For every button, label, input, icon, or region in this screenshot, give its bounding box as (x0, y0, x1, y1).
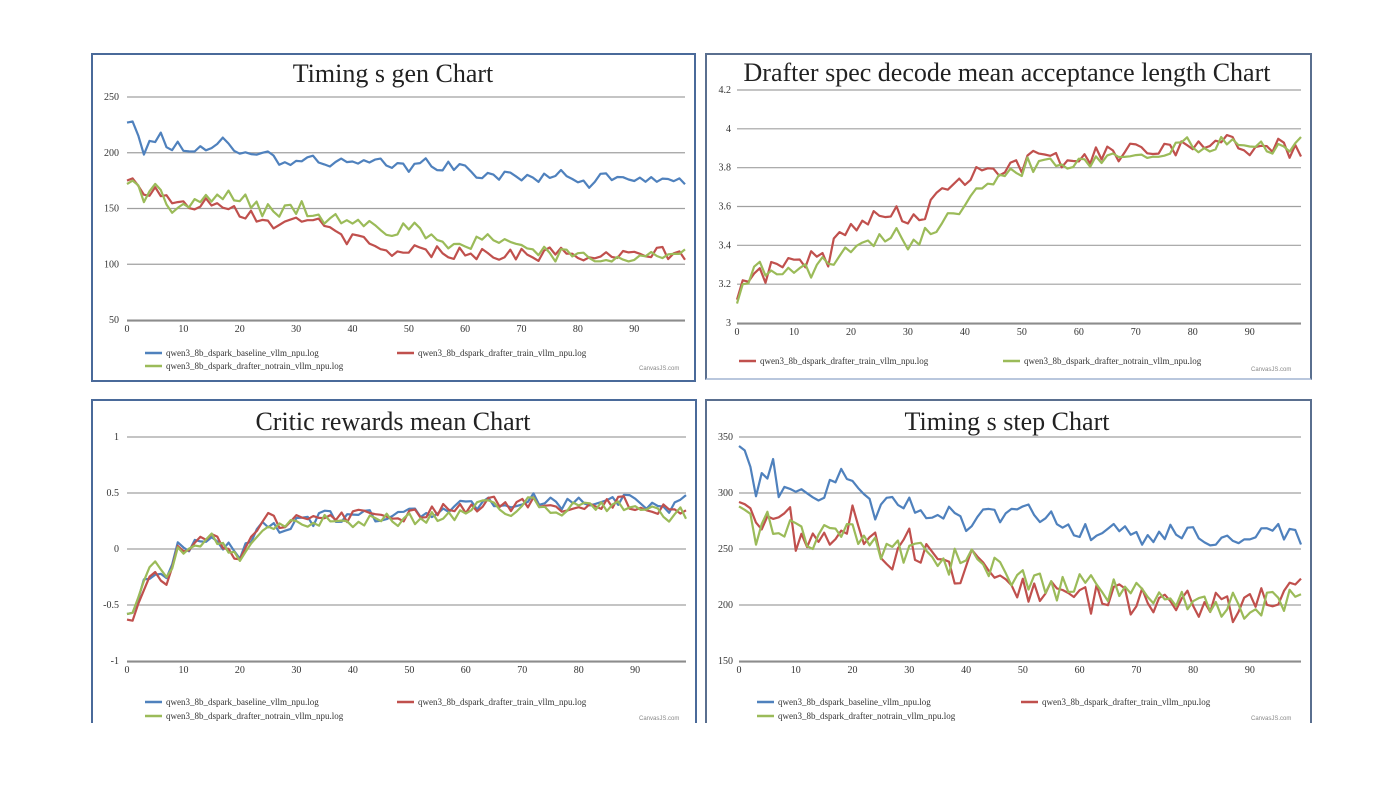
legend-label: qwen3_8b_dspark_drafter_notrain_vllm_npu… (778, 711, 956, 721)
x-tick-label: 90 (630, 665, 640, 676)
x-tick-label: 50 (404, 324, 414, 335)
x-tick-label: 50 (1018, 665, 1028, 676)
acceptance-length-chart-panel: Drafter spec decode mean acceptance leng… (705, 53, 1312, 380)
y-tick-label: 3.8 (719, 163, 732, 174)
x-tick-label: 70 (517, 324, 527, 335)
y-tick-label: 200 (718, 600, 733, 611)
y-tick-label: 3.2 (719, 279, 732, 290)
x-tick-label: 40 (961, 665, 971, 676)
timing-gen-chart-panel: Timing s gen Chart 50 100 150 200 250 0 10 20 30 4… (91, 53, 696, 382)
y-tick-label: -0.5 (103, 600, 119, 611)
x-tick-label: 40 (348, 665, 358, 676)
x-tick-label: 90 (1245, 327, 1255, 338)
series-line (738, 505, 1302, 620)
x-tick-label: 70 (1131, 327, 1141, 338)
legend-label: qwen3_8b_dspark_drafter_notrain_vllm_npu… (166, 711, 344, 721)
y-tick-label: 200 (104, 148, 119, 159)
series-line (126, 179, 686, 263)
y-tick-label: 0 (114, 544, 119, 555)
chart-title: Critic rewards mean Chart (255, 407, 531, 436)
y-tick-label: 1 (114, 432, 119, 443)
timing-step-chart-panel: Timing s step Chart 150 200 250 300 350 0 10 20 3… (705, 399, 1312, 723)
chart-svg: Timing s step Chart 150 200 250 300 350 0 10 20 3… (718, 407, 1303, 722)
y-tick-label: 50 (109, 315, 119, 326)
chart-svg: Critic rewards mean Chart-1-0.500.510 10 2… (103, 407, 687, 722)
x-tick-label: 20 (235, 665, 245, 676)
legend-label: qwen3_8b_dspark_drafter_notrain_vllm_npu… (166, 361, 344, 371)
legend-label: qwen3_8b_dspark_baseline_vllm_npu.log (166, 348, 319, 358)
y-tick-label: 100 (104, 259, 119, 270)
legend-label: qwen3_8b_dspark_drafter_train_vllm_npu.l… (760, 356, 929, 366)
y-tick-label: 150 (104, 204, 119, 215)
y-tick-label: 350 (718, 432, 733, 443)
x-tick-label: 0 (125, 665, 130, 676)
y-tick-label: 3 (726, 318, 731, 329)
x-tick-label: 0 (737, 665, 742, 676)
x-tick-label: 40 (347, 324, 357, 335)
credit-label: CanvasJS.com (1251, 716, 1291, 722)
x-tick-label: 90 (629, 324, 639, 335)
chart-svg: Timing s gen Chart 50 100 150 200 250 0 10 20 30 4… (104, 59, 686, 372)
y-tick-label: 3.6 (719, 202, 732, 213)
x-tick-label: 0 (125, 324, 130, 335)
x-tick-label: 80 (1188, 327, 1198, 338)
y-tick-label: 3.4 (719, 240, 732, 251)
x-tick-label: 70 (517, 665, 527, 676)
chart-title: Drafter spec decode mean acceptance leng… (744, 58, 1272, 87)
x-tick-label: 70 (1131, 665, 1141, 676)
x-tick-label: 60 (461, 665, 471, 676)
y-tick-label: 4.2 (719, 85, 732, 96)
x-tick-label: 90 (1245, 665, 1255, 676)
x-tick-label: 60 (1074, 327, 1084, 338)
x-tick-label: 50 (404, 665, 414, 676)
legend-label: qwen3_8b_dspark_baseline_vllm_npu.log (778, 697, 931, 707)
x-tick-label: 30 (903, 327, 913, 338)
series-line (738, 445, 1303, 547)
credit-label: CanvasJS.com (639, 366, 679, 372)
legend-label: qwen3_8b_dspark_drafter_train_vllm_npu.l… (1042, 697, 1211, 707)
chart-title: Timing s step Chart (905, 407, 1111, 436)
x-tick-label: 10 (789, 327, 799, 338)
series-line (126, 496, 687, 616)
x-tick-label: 80 (573, 324, 583, 335)
series-line (126, 492, 687, 616)
chart-svg: Drafter spec decode mean acceptance leng… (719, 58, 1302, 373)
x-tick-label: 10 (791, 665, 801, 676)
y-tick-label: 4 (726, 124, 731, 135)
y-tick-label: 150 (718, 656, 733, 667)
credit-label: CanvasJS.com (1251, 367, 1291, 373)
y-tick-label: 0.5 (107, 488, 120, 499)
critic-rewards-chart-panel: Critic rewards mean Chart -1 -0.5 0 0.5 1 0 10 2… (91, 399, 697, 723)
series-line (126, 177, 686, 262)
x-tick-label: 60 (460, 324, 470, 335)
x-tick-label: 50 (1017, 327, 1027, 338)
x-tick-label: 30 (904, 665, 914, 676)
x-tick-label: 0 (735, 327, 740, 338)
x-tick-label: 10 (178, 665, 188, 676)
legend-label: qwen3_8b_dspark_baseline_vllm_npu.log (166, 697, 319, 707)
y-tick-label: 250 (104, 92, 119, 103)
x-tick-label: 30 (291, 665, 301, 676)
legend-label: qwen3_8b_dspark_drafter_train_vllm_npu.l… (418, 348, 587, 358)
series-line (126, 120, 686, 189)
series-line (735, 135, 1302, 304)
x-tick-label: 40 (960, 327, 970, 338)
x-tick-label: 80 (1188, 665, 1198, 676)
x-tick-label: 20 (235, 324, 245, 335)
x-tick-label: 20 (848, 665, 858, 676)
x-tick-label: 10 (178, 324, 188, 335)
x-tick-label: 30 (291, 324, 301, 335)
x-tick-label: 60 (1075, 665, 1085, 676)
y-tick-label: -1 (111, 656, 119, 667)
x-tick-label: 80 (574, 665, 584, 676)
credit-label: CanvasJS.com (639, 716, 679, 722)
y-tick-label: 250 (718, 544, 733, 555)
series-line (735, 133, 1302, 301)
legend-label: qwen3_8b_dspark_drafter_notrain_vllm_npu… (1024, 356, 1202, 366)
x-tick-label: 20 (846, 327, 856, 338)
y-tick-label: 300 (718, 488, 733, 499)
chart-title: Timing s gen Chart (293, 59, 494, 88)
legend-label: qwen3_8b_dspark_drafter_train_vllm_npu.l… (418, 697, 587, 707)
